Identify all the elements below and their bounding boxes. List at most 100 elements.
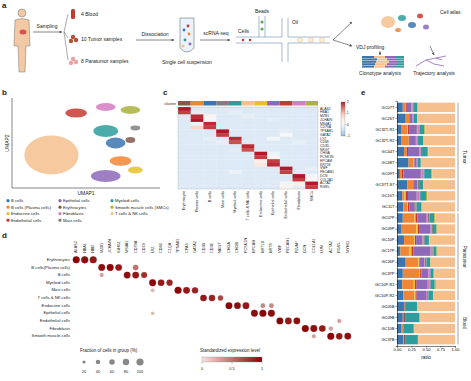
colorbar-label: 0.5 — [229, 366, 235, 371]
atlas-icon — [423, 25, 429, 30]
clonotype-icon — [389, 61, 397, 63]
cell — [254, 118, 267, 122]
bar-segment — [403, 103, 405, 112]
bar-segment — [421, 269, 428, 278]
cell — [305, 178, 318, 182]
heatmap-cells — [178, 107, 318, 189]
bar-segment — [418, 224, 419, 233]
cell — [242, 111, 255, 115]
cell — [305, 129, 318, 133]
bar-segment — [409, 246, 411, 255]
bar-segment — [404, 335, 405, 344]
cell — [229, 155, 242, 159]
arrow — [333, 22, 352, 40]
dot — [268, 310, 275, 317]
cell — [305, 111, 318, 115]
cluster — [65, 109, 87, 118]
cell — [191, 148, 204, 152]
bar-segment — [409, 202, 414, 211]
cell — [254, 170, 267, 174]
legend-dot — [82, 360, 85, 363]
tube — [180, 18, 194, 52]
dot — [149, 279, 156, 286]
cell — [191, 174, 204, 178]
tick-mark — [396, 317, 398, 318]
dot — [312, 334, 316, 338]
tick: GC07T — [382, 105, 397, 110]
dot — [107, 264, 114, 271]
cell — [242, 141, 255, 145]
cell — [216, 141, 229, 145]
bar-segment — [416, 235, 422, 244]
person-head — [18, 9, 26, 17]
bar-segment — [414, 213, 415, 222]
cell — [267, 144, 280, 148]
atlas-icon — [381, 16, 395, 28]
cluster — [121, 106, 141, 114]
bar-segment — [406, 302, 418, 311]
bar-segment — [414, 235, 416, 244]
bar-segment — [412, 114, 413, 123]
tick: GC37P — [381, 271, 397, 276]
x-axis: 0.000.250.500.751.00 — [394, 346, 461, 352]
cell — [254, 114, 267, 118]
gene-label: PCSK1N — [244, 238, 248, 253]
cell — [191, 122, 204, 126]
axis-title: ratio — [421, 354, 431, 360]
cell — [267, 107, 280, 111]
tick-mark — [396, 273, 398, 274]
dot — [269, 303, 274, 308]
legend-swatch — [58, 212, 61, 215]
cell — [242, 152, 255, 156]
cell — [280, 185, 293, 189]
cell — [267, 174, 280, 178]
cell — [254, 185, 267, 189]
cell — [254, 152, 267, 156]
row-label: Erythrocytes — [47, 257, 70, 262]
category-label: Plasma cells — [195, 191, 199, 212]
cell — [216, 167, 229, 171]
row-label: Myeloid cells — [46, 280, 70, 285]
colorbar-label: -1 — [347, 134, 350, 138]
cell — [191, 155, 204, 159]
cell — [229, 122, 242, 126]
schematic: Sampling4 Blood10 Tumor samples8 Paratum… — [14, 8, 461, 76]
bar-segment — [406, 258, 419, 267]
cell — [178, 129, 191, 133]
bar-segment — [408, 202, 409, 211]
cell — [203, 129, 216, 133]
gene-label: NKG7 — [218, 243, 222, 253]
bar-segment — [414, 180, 417, 189]
droplet — [320, 38, 325, 43]
clonotype-icon — [397, 61, 404, 63]
bar-segment — [431, 280, 435, 289]
bar-segment — [403, 313, 405, 322]
paratumor-tissue — [74, 60, 78, 64]
cell — [203, 163, 216, 167]
bar-segment — [410, 114, 413, 123]
row-label: Endothelial cells — [40, 318, 70, 323]
bar-segment — [414, 202, 416, 211]
gene-label: CPA3 — [185, 243, 189, 253]
bar-segment — [397, 191, 402, 200]
bar-segment — [402, 324, 403, 333]
cell — [293, 133, 306, 137]
cell — [293, 126, 306, 130]
tick: GC48T — [382, 160, 397, 165]
legend-swatch — [58, 206, 61, 209]
tick: GC26T — [382, 116, 397, 121]
gene-label: LUM — [320, 245, 324, 253]
row-label: Epithelial cells — [43, 310, 70, 315]
cell — [178, 159, 191, 163]
bar-segment — [434, 246, 437, 255]
bar-segment — [417, 125, 419, 134]
cell — [203, 118, 216, 122]
bar-segment — [432, 224, 433, 233]
tick-label: GC10B — [381, 326, 394, 331]
cell — [216, 185, 229, 189]
colorbar — [341, 102, 345, 136]
cell — [229, 167, 242, 171]
bar-segment — [424, 169, 431, 178]
atlas-icon — [395, 28, 401, 32]
tick: GC09P — [381, 226, 397, 231]
